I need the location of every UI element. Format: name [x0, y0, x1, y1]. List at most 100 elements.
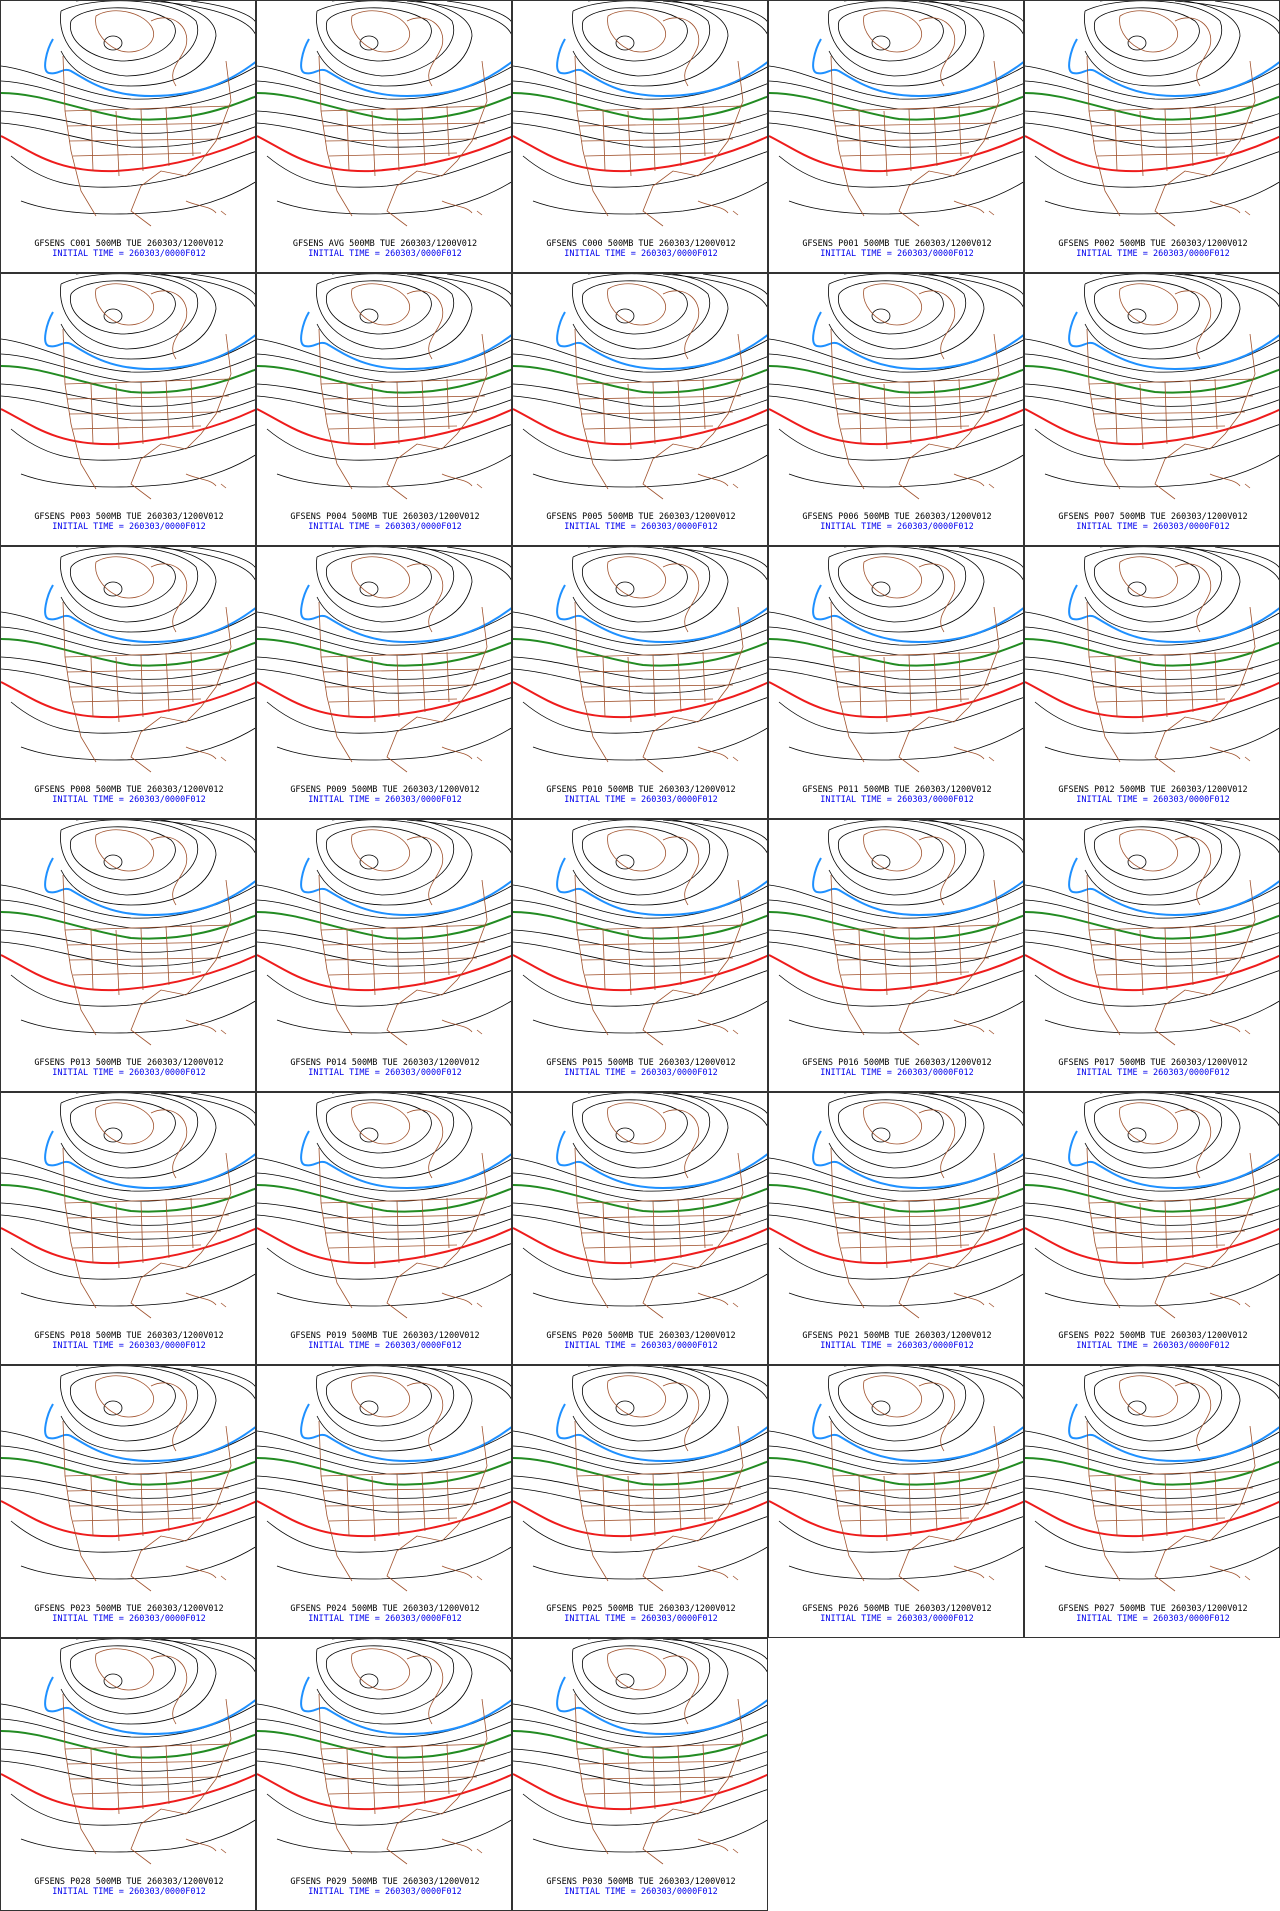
panel-title: GFSENS P025 500MB TUE 260303/1200V012 [546, 1604, 736, 1614]
panel-subtitle: INITIAL TIME = 260303/0000F012 [52, 1341, 206, 1351]
contour-map [1025, 1366, 1279, 1592]
panel-subtitle: INITIAL TIME = 260303/0000F012 [308, 1614, 462, 1624]
map-graphic [1025, 1093, 1279, 1319]
map-graphic [1, 1093, 255, 1319]
panel-title: GFSENS P004 500MB TUE 260303/1200V012 [290, 512, 480, 522]
map-graphic [1025, 1366, 1279, 1592]
panel-title: GFSENS P017 500MB TUE 260303/1200V012 [1058, 1058, 1248, 1068]
contour-map [257, 1, 511, 227]
panel-subtitle: INITIAL TIME = 260303/0000F012 [52, 795, 206, 805]
map-graphic [513, 1, 767, 227]
map-graphic [513, 547, 767, 773]
panel-subtitle: INITIAL TIME = 260303/0000F012 [564, 795, 718, 805]
panel-title: GFSENS P023 500MB TUE 260303/1200V012 [34, 1604, 224, 1614]
panel-subtitle: INITIAL TIME = 260303/0000F012 [820, 522, 974, 532]
contour-map [1, 547, 255, 773]
map-graphic [257, 274, 511, 500]
contour-map [769, 1, 1023, 227]
map-graphic [1, 820, 255, 1046]
map-graphic [1025, 820, 1279, 1046]
contour-map [1, 1366, 255, 1592]
map-graphic [513, 1639, 767, 1865]
map-panel: GFSENS P025 500MB TUE 260303/1200V012 INI… [512, 1365, 768, 1638]
map-panel: GFSENS P017 500MB TUE 260303/1200V012 INI… [1024, 819, 1280, 1092]
panel-title: GFSENS P020 500MB TUE 260303/1200V012 [546, 1331, 736, 1341]
panel-subtitle: INITIAL TIME = 260303/0000F012 [1076, 795, 1230, 805]
map-graphic [1025, 274, 1279, 500]
map-panel: GFSENS P002 500MB TUE 260303/1200V012 INI… [1024, 0, 1280, 273]
panel-title: GFSENS P010 500MB TUE 260303/1200V012 [546, 785, 736, 795]
map-panel: GFSENS P022 500MB TUE 260303/1200V012 INI… [1024, 1092, 1280, 1365]
map-panel: GFSENS P019 500MB TUE 260303/1200V012 INI… [256, 1092, 512, 1365]
contour-map [513, 1, 767, 227]
panel-title: GFSENS P029 500MB TUE 260303/1200V012 [290, 1877, 480, 1887]
map-graphic [513, 1366, 767, 1592]
panel-title: GFSENS P022 500MB TUE 260303/1200V012 [1058, 1331, 1248, 1341]
map-panel: GFSENS P010 500MB TUE 260303/1200V012 INI… [512, 546, 768, 819]
map-graphic [257, 1639, 511, 1865]
contour-map [513, 1093, 767, 1319]
panel-title: GFSENS P028 500MB TUE 260303/1200V012 [34, 1877, 224, 1887]
panel-title: GFSENS P015 500MB TUE 260303/1200V012 [546, 1058, 736, 1068]
contour-map [769, 1093, 1023, 1319]
panel-subtitle: INITIAL TIME = 260303/0000F012 [308, 1341, 462, 1351]
panel-subtitle: INITIAL TIME = 260303/0000F012 [52, 522, 206, 532]
map-panel: GFSENS P024 500MB TUE 260303/1200V012 INI… [256, 1365, 512, 1638]
panel-subtitle: INITIAL TIME = 260303/0000F012 [820, 249, 974, 259]
panel-subtitle: INITIAL TIME = 260303/0000F012 [820, 1341, 974, 1351]
panel-subtitle: INITIAL TIME = 260303/0000F012 [1076, 522, 1230, 532]
panel-subtitle: INITIAL TIME = 260303/0000F012 [1076, 1068, 1230, 1078]
panel-subtitle: INITIAL TIME = 260303/0000F012 [308, 1887, 462, 1897]
map-graphic [1025, 1, 1279, 227]
panel-title: GFSENS P026 500MB TUE 260303/1200V012 [802, 1604, 992, 1614]
map-graphic [769, 547, 1023, 773]
panel-subtitle: INITIAL TIME = 260303/0000F012 [564, 1068, 718, 1078]
panel-subtitle: INITIAL TIME = 260303/0000F012 [52, 249, 206, 259]
panel-title: GFSENS P013 500MB TUE 260303/1200V012 [34, 1058, 224, 1068]
panel-subtitle: INITIAL TIME = 260303/0000F012 [1076, 249, 1230, 259]
contour-map [257, 1366, 511, 1592]
map-graphic [257, 1, 511, 227]
map-panel: GFSENS P011 500MB TUE 260303/1200V012 INI… [768, 546, 1024, 819]
map-graphic [1, 274, 255, 500]
panel-subtitle: INITIAL TIME = 260303/0000F012 [564, 1887, 718, 1897]
contour-map [1, 274, 255, 500]
map-graphic [513, 1093, 767, 1319]
map-graphic [513, 820, 767, 1046]
panel-subtitle: INITIAL TIME = 260303/0000F012 [820, 1068, 974, 1078]
panel-title: GFSENS P001 500MB TUE 260303/1200V012 [802, 239, 992, 249]
contour-map [1, 1, 255, 227]
panel-title: GFSENS P007 500MB TUE 260303/1200V012 [1058, 512, 1248, 522]
contour-map [1025, 547, 1279, 773]
panel-title: GFSENS P003 500MB TUE 260303/1200V012 [34, 512, 224, 522]
map-graphic [1, 1, 255, 227]
map-panel: GFSENS P005 500MB TUE 260303/1200V012 INI… [512, 273, 768, 546]
panel-subtitle: INITIAL TIME = 260303/0000F012 [564, 1341, 718, 1351]
contour-map [257, 274, 511, 500]
panel-title: GFSENS P027 500MB TUE 260303/1200V012 [1058, 1604, 1248, 1614]
map-panel: GFSENS P006 500MB TUE 260303/1200V012 INI… [768, 273, 1024, 546]
panel-title: GFSENS P006 500MB TUE 260303/1200V012 [802, 512, 992, 522]
map-panel: GFSENS P004 500MB TUE 260303/1200V012 INI… [256, 273, 512, 546]
contour-map [769, 547, 1023, 773]
panel-title: GFSENS P018 500MB TUE 260303/1200V012 [34, 1331, 224, 1341]
panel-subtitle: INITIAL TIME = 260303/0000F012 [564, 249, 718, 259]
contour-map [1, 820, 255, 1046]
map-panel: GFSENS P008 500MB TUE 260303/1200V012 INI… [0, 546, 256, 819]
map-graphic [257, 820, 511, 1046]
contour-map [1, 1093, 255, 1319]
panel-title: GFSENS AVG 500MB TUE 260303/1200V012 [292, 239, 478, 249]
panel-title: GFSENS P011 500MB TUE 260303/1200V012 [802, 785, 992, 795]
contour-map [513, 547, 767, 773]
map-panel: GFSENS P029 500MB TUE 260303/1200V012 INI… [256, 1638, 512, 1911]
contour-map [513, 1366, 767, 1592]
panel-subtitle: INITIAL TIME = 260303/0000F012 [52, 1614, 206, 1624]
contour-map [1025, 1, 1279, 227]
map-graphic [769, 820, 1023, 1046]
contour-map [1025, 1093, 1279, 1319]
map-graphic [769, 274, 1023, 500]
map-panel: GFSENS P018 500MB TUE 260303/1200V012 INI… [0, 1092, 256, 1365]
contour-map [257, 1093, 511, 1319]
map-graphic [1, 1639, 255, 1865]
